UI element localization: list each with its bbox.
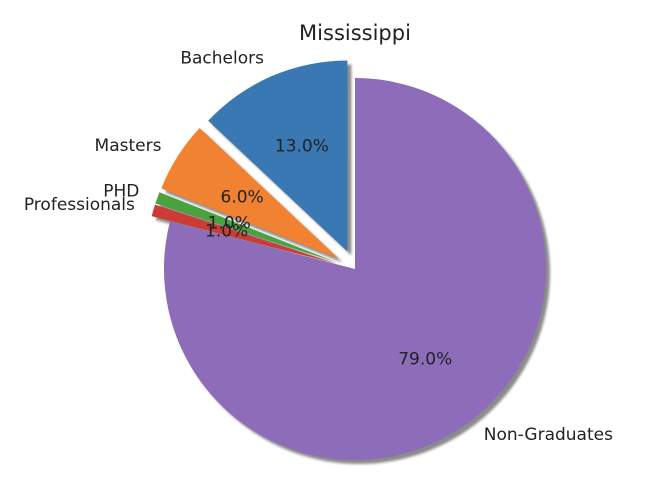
slice-masters [161, 128, 339, 259]
slice-percent-non-graduates: 79.0% [398, 350, 452, 370]
slice-percent-phd: 1.0% [208, 214, 251, 234]
slice-phd [155, 192, 338, 263]
slice-non-graduates [163, 78, 546, 460]
slice-percent-labels: 13.0% 6.0% 1.0%1.0% 79.0% [205, 136, 452, 369]
slice-professionals [151, 204, 337, 264]
slice-label-professionals: Professionals [24, 195, 135, 215]
pie-slices [151, 60, 546, 460]
slice-percent-professionals: 1.0% [205, 222, 248, 242]
slice-label-bachelors: Bachelors [180, 49, 264, 69]
slice-percent-masters: 6.0% [221, 187, 264, 207]
slice-label-non-graduates: Non-Graduates [484, 425, 613, 445]
slice-label-masters: Masters [95, 136, 162, 156]
slice-label-phd: PHD [103, 181, 139, 201]
chart-title: Mississippi [299, 21, 411, 45]
slice-bachelors [208, 60, 348, 252]
slice-percent-bachelors: 13.0% [275, 136, 329, 156]
